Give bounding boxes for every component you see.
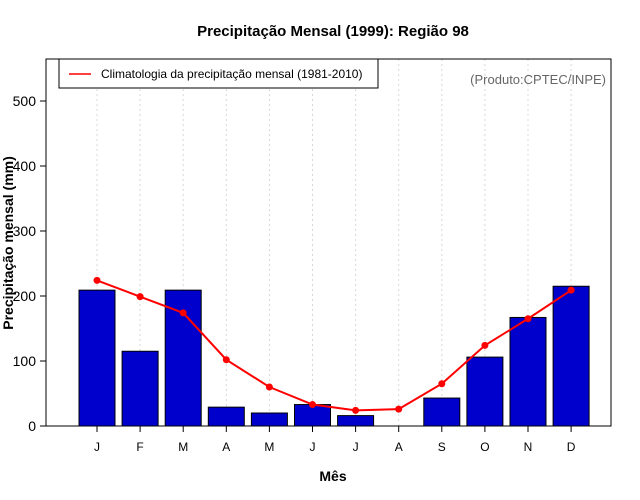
climatology-point <box>395 405 403 413</box>
climatology-point <box>222 356 230 364</box>
climatology-point <box>265 383 273 391</box>
climatology-point <box>136 293 144 301</box>
bar <box>509 316 547 427</box>
y-tick-label: 300 <box>13 223 37 239</box>
x-tick-label: S <box>438 440 446 454</box>
legend: Climatologia da precipitação mensal (198… <box>58 58 379 89</box>
y-tick-label: 100 <box>13 353 37 369</box>
y-tick-label: 200 <box>13 288 37 304</box>
bar <box>250 412 288 427</box>
climatology-point <box>352 406 360 414</box>
climatology-point <box>93 276 101 284</box>
y-tick-label: 500 <box>13 93 37 109</box>
x-tick-label: J <box>310 440 316 454</box>
bar <box>78 289 116 427</box>
chart-title: Precipitação Mensal (1999): Região 98 <box>197 23 469 40</box>
bar <box>207 406 245 427</box>
x-tick-label: O <box>480 440 489 454</box>
x-tick-label: M <box>178 440 188 454</box>
climatology-point <box>179 309 187 317</box>
y-tick-label: 400 <box>13 158 37 174</box>
bar <box>552 285 590 427</box>
climatology-point <box>481 341 489 349</box>
y-tick-label: 0 <box>28 418 36 434</box>
bars <box>78 285 590 427</box>
climatology-point <box>309 401 316 409</box>
y-axis: 0 100 200 300 400 500 <box>13 93 46 434</box>
bar <box>423 397 461 427</box>
x-tick-label: M <box>264 440 274 454</box>
climatology-point <box>567 286 575 294</box>
x-tick-label: N <box>524 440 533 454</box>
x-axis-label: Mês <box>319 468 346 484</box>
bar <box>121 350 159 427</box>
climatology-point <box>524 315 532 323</box>
legend-label-climatology: Climatologia da precipitação mensal (198… <box>101 67 362 81</box>
climatology-point <box>438 380 446 388</box>
x-tick-label: A <box>222 440 230 454</box>
x-tick-label: A <box>395 440 403 454</box>
climatology-line <box>93 276 575 414</box>
climatology-polyline <box>96 279 572 412</box>
x-tick-label: J <box>94 440 100 454</box>
legend-box <box>58 58 379 89</box>
x-tick-label: F <box>136 440 143 454</box>
x-tick-label: J <box>353 440 359 454</box>
credit-text: (Produto:CPTEC/INPE) <box>470 72 606 87</box>
bar <box>337 415 375 427</box>
x-tick-label: D <box>567 440 576 454</box>
y-axis-label: Precipitação mensal (mm) <box>0 156 16 330</box>
bar <box>466 356 504 427</box>
